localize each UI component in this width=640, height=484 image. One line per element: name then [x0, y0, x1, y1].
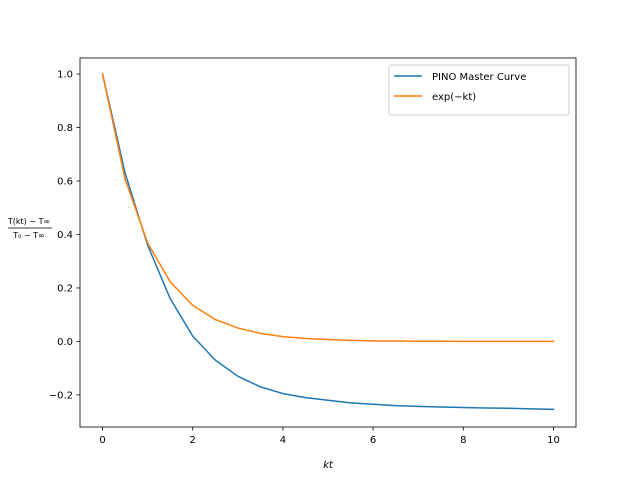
y-axis-label-denominator: T₀ − T∞ — [12, 231, 44, 240]
x-tick-label: 0 — [99, 435, 105, 446]
series-line-2 — [101, 73, 555, 343]
x-tick-label: 4 — [280, 435, 286, 446]
series-line-1 — [101, 73, 555, 411]
y-axis-label: T(kt) − T∞ T₀ − T∞ — [7, 217, 52, 240]
axes-frame — [79, 57, 577, 428]
x-axis-label: kt — [323, 460, 334, 471]
x-tick-label: 2 — [190, 435, 196, 446]
y-tick-label: 0.8 — [57, 123, 73, 134]
y-tick-label: 1.0 — [57, 70, 73, 81]
series-layer — [101, 73, 555, 411]
legend: PINO Master Curve exp(−kt) — [388, 64, 570, 116]
legend-box — [388, 64, 570, 116]
axes-layer: 0 2 4 6 8 10 −0.2 0.0 0.2 0.4 0.6 0.8 1.0 — [49, 57, 577, 446]
plot-background — [80, 58, 576, 427]
y-tick-label: 0.2 — [57, 283, 73, 294]
legend-label-2: exp(−kt) — [432, 92, 476, 103]
plot-area — [80, 58, 576, 427]
x-tick-label: 8 — [460, 435, 466, 446]
y-tick-label: −0.2 — [49, 390, 73, 401]
y-tick-label: 0.4 — [57, 230, 73, 241]
legend-label-1: PINO Master Curve — [432, 72, 526, 83]
y-axis-label-numerator: T(kt) − T∞ — [7, 217, 50, 226]
x-tick-label: 6 — [370, 435, 376, 446]
y-tick-label: 0.6 — [57, 177, 73, 188]
y-tick-label: 0.0 — [57, 337, 73, 348]
x-tick-label: 10 — [547, 435, 560, 446]
